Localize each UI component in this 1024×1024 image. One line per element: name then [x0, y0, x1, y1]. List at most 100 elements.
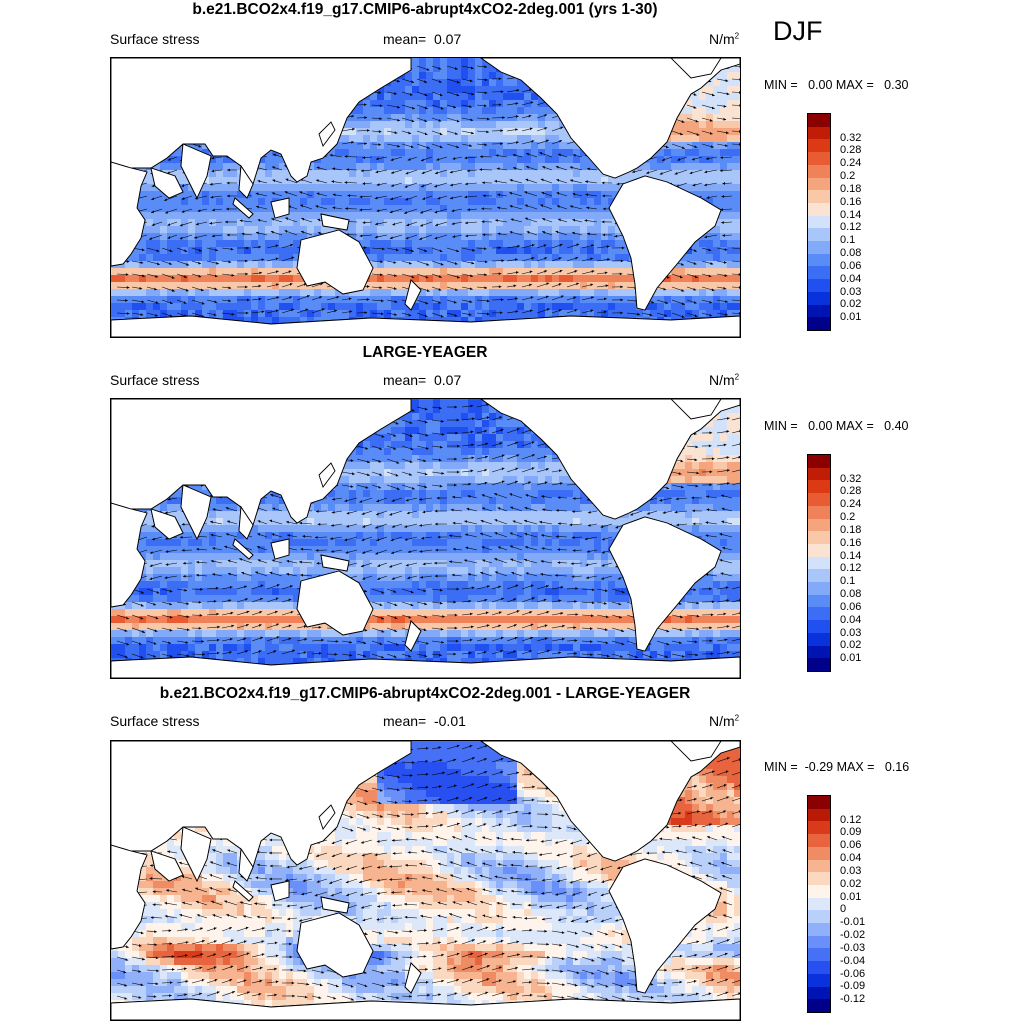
land-overlay: [111, 58, 740, 337]
colorbar-swatch: [808, 266, 830, 280]
colorbar-swatch: [808, 821, 830, 835]
min-max-label: MIN = 0.00 MAX = 0.30: [764, 78, 909, 92]
colorbar-swatch: [808, 999, 830, 1012]
land-overlay: [111, 741, 740, 1020]
colorbar-tick-label: 0.06: [840, 839, 862, 852]
colorbar-swatch: [808, 114, 830, 127]
colorbar-tick-label: 0.02: [840, 298, 862, 311]
colorbar-swatch: [808, 935, 830, 949]
colorbar-swatch: [808, 582, 830, 595]
colorbar-tick-label: 0.1: [840, 234, 856, 247]
colorbar-tick-label: -0.01: [840, 916, 866, 929]
mean-value: -0.01: [433, 713, 466, 729]
colorbar-tick-label: -0.02: [840, 929, 866, 942]
colorbar-tick-label: 0.06: [840, 259, 862, 272]
colorbar-tick-label: 0.14: [840, 208, 862, 221]
mean-label: mean= 0.07: [383, 372, 462, 388]
stress-map: [110, 57, 741, 338]
colorbar-swatch: [808, 846, 830, 860]
colorbar-tick-label: 0.02: [840, 639, 862, 652]
colorbar-swatch: [808, 202, 830, 216]
colorbar-swatch: [808, 215, 830, 229]
colorbar-swatch: [808, 493, 830, 506]
colorbar-swatch: [808, 910, 830, 924]
colorbar-tick-label: 0.04: [840, 852, 862, 865]
colorbar-swatch: [808, 518, 830, 532]
colorbar-swatch: [808, 872, 830, 885]
colorbar-tick-label: 0.08: [840, 588, 862, 601]
colorbar-tick-label: 0.04: [840, 272, 862, 285]
colorbar-tick-label: 0.1: [840, 575, 856, 588]
colorbar: [807, 795, 831, 1013]
min-max-label: MIN = -0.29 MAX = 0.16: [764, 760, 910, 774]
colorbar-swatch: [808, 973, 830, 987]
colorbar-tick-label: 0.01: [840, 652, 862, 665]
colorbar-swatch: [808, 152, 830, 165]
colorbar-tick-label: 0.18: [840, 182, 862, 195]
colorbar-swatch: [808, 126, 830, 140]
colorbar-tick-label: 0.32: [840, 131, 862, 144]
colorbar-tick-label: 0.32: [840, 472, 862, 485]
colorbar-tick-label: 0.2: [840, 170, 856, 183]
colorbar-tick-label: 0.24: [840, 498, 862, 511]
colorbar-swatch: [808, 645, 830, 659]
colorbar-swatch: [808, 594, 830, 608]
colorbar-tick-label: 0.01: [840, 311, 862, 324]
variable-label: Surface stress: [110, 31, 200, 47]
colorbar-swatch: [808, 177, 830, 191]
colorbar: [807, 454, 831, 672]
colorbar-swatch: [808, 139, 830, 153]
colorbar-tick-label: 0.12: [840, 813, 862, 826]
units-label: N/m2: [709, 713, 740, 729]
colorbar-swatch: [808, 228, 830, 242]
colorbar-tick-label: 0.12: [840, 562, 862, 575]
mean-label: mean= 0.07: [383, 31, 462, 47]
colorbar-tick-label: 0.06: [840, 600, 862, 613]
mean-label: mean= -0.01: [383, 713, 466, 729]
colorbar-tick-label: 0.28: [840, 485, 862, 498]
colorbar-tick-label: 0.12: [840, 221, 862, 234]
colorbar-swatch: [808, 531, 830, 544]
land-overlay: [111, 399, 740, 678]
panel-title: b.e21.BCO2x4.f19_g17.CMIP6-abrupt4xCO2-2…: [159, 685, 691, 702]
colorbar-tick-label: 0.01: [840, 890, 862, 903]
variable-label: Surface stress: [110, 713, 200, 729]
colorbar-swatch: [808, 279, 830, 292]
colorbar-swatch: [808, 808, 830, 822]
colorbar-tick-label: 0.04: [840, 613, 862, 626]
colorbar-tick-label: 0: [840, 903, 847, 916]
colorbar-swatch: [808, 986, 830, 1000]
colorbar-tick-label: 0.24: [840, 157, 862, 170]
colorbar-swatch: [808, 859, 830, 873]
colorbar-tick-label: 0.03: [840, 285, 862, 298]
panel-title: b.e21.BCO2x4.f19_g17.CMIP6-abrupt4xCO2-2…: [192, 1, 658, 18]
colorbar-tick-label: -0.03: [840, 941, 866, 954]
colorbar-swatch: [808, 961, 830, 974]
mean-value: 0.07: [433, 372, 462, 388]
colorbar-swatch: [808, 253, 830, 267]
mean-value: 0.07: [433, 31, 462, 47]
colorbar-tick-label: 0.02: [840, 877, 862, 890]
colorbar-swatch: [808, 164, 830, 178]
colorbar-swatch: [808, 505, 830, 519]
colorbar-swatch: [808, 480, 830, 494]
colorbar-swatch: [808, 834, 830, 847]
season-label: DJF: [773, 16, 823, 46]
colorbar-swatch: [808, 569, 830, 583]
colorbar-swatch: [808, 632, 830, 646]
colorbar-swatch: [808, 291, 830, 305]
colorbar-tick-label: 0.14: [840, 549, 862, 562]
units-label: N/m2: [709, 372, 740, 388]
colorbar-swatch: [808, 607, 830, 621]
colorbar-tick-label: 0.03: [840, 864, 862, 877]
colorbar-swatch: [808, 190, 830, 203]
colorbar-swatch: [808, 620, 830, 633]
colorbar-swatch: [808, 923, 830, 936]
stress-diff-map: [110, 740, 741, 1021]
min-max-label: MIN = 0.00 MAX = 0.40: [764, 419, 909, 433]
colorbar: [807, 113, 831, 331]
panel-title: LARGE-YEAGER: [362, 344, 488, 361]
colorbar-swatch: [808, 658, 830, 671]
colorbar-tick-label: 0.16: [840, 195, 862, 208]
colorbar-tick-label: 0.03: [840, 626, 862, 639]
